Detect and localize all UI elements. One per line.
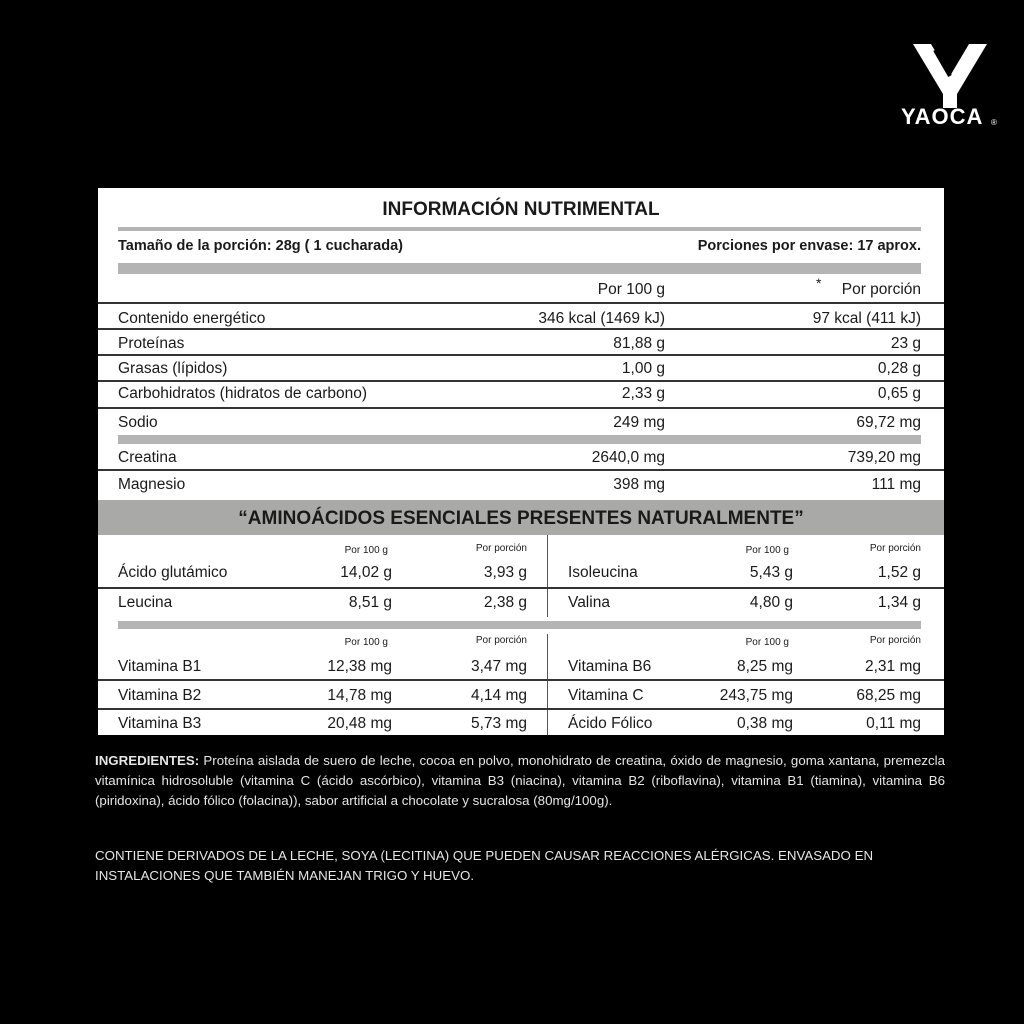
column-divider [547, 535, 548, 617]
sub-header-perserving: Por porción [475, 635, 527, 646]
perserving-value: 2,31 mg [864, 658, 921, 675]
item-name: Vitamina B6 [568, 658, 652, 675]
nutrient-name: Proteínas [118, 335, 185, 352]
per100-value: 81,88 g [613, 335, 665, 352]
perserving-value: 2,38 g [483, 594, 527, 611]
per100-value: 8,25 mg [736, 658, 793, 675]
divider-bar [118, 435, 921, 444]
row-divider [98, 708, 944, 710]
per100-value: 249 mg [613, 414, 665, 431]
item-name: Ácido glutámico [118, 564, 228, 581]
item-name: Ácido Fólico [568, 715, 653, 732]
column-divider [547, 634, 548, 735]
perserving-value: 1,34 g [877, 594, 921, 611]
nutrient-name: Magnesio [118, 476, 186, 493]
sub-header-per100: Por 100 g [745, 637, 789, 648]
per100-value: 4,80 g [749, 594, 793, 611]
row-divider [98, 302, 944, 304]
per100-value: 20,48 mg [327, 715, 392, 732]
perserving-value: 1,52 g [877, 564, 921, 581]
divider-bar [118, 263, 921, 274]
per100-value: 243,75 mg [719, 687, 793, 704]
col-header-per100: Por 100 g [597, 281, 665, 298]
row-divider [98, 469, 944, 471]
nutrient-name: Contenido energético [118, 310, 266, 327]
ingredients-text: Proteína aislada de suero de leche, coco… [95, 753, 945, 808]
sub-header-per100: Por 100 g [344, 545, 388, 556]
serving-size: Tamaño de la porción: 28g ( 1 cucharada) [118, 238, 403, 254]
per100-value: 12,38 mg [327, 658, 392, 675]
row-divider [98, 407, 944, 409]
perserving-value: 0,65 g [877, 385, 921, 402]
item-name: Vitamina C [568, 687, 644, 704]
nutrient-name: Carbohidratos (hidratos de carbono) [118, 385, 367, 402]
row-divider [98, 587, 944, 589]
ingredients: INGREDIENTES: Proteína aislada de suero … [95, 751, 945, 811]
sub-header-perserving: Por porción [869, 543, 921, 554]
perserving-value: 0,28 g [877, 360, 921, 377]
perserving-value: 3,93 g [483, 564, 527, 581]
per100-value: 1,00 g [621, 360, 665, 377]
row-divider [98, 328, 944, 330]
allergen-warning: CONTIENE DERIVADOS DE LA LECHE, SOYA (LE… [95, 848, 874, 883]
item-name: Vitamina B1 [118, 658, 202, 675]
logo-text: YAOCA [901, 104, 984, 129]
nutrient-name: Grasas (lípidos) [118, 360, 228, 377]
perserving-value: 69,72 mg [856, 414, 921, 431]
per100-value: 14,78 mg [327, 687, 392, 704]
row-divider [98, 354, 944, 356]
per100-value: 14,02 g [340, 564, 392, 581]
divider-bar [118, 227, 921, 231]
col-header-perserving: Por porción [841, 281, 921, 298]
perserving-value: 739,20 mg [847, 449, 921, 466]
ingredients-heading: INGREDIENTES: [95, 753, 200, 768]
divider-bar [118, 621, 921, 629]
row-divider [98, 380, 944, 382]
per100-value: 2640,0 mg [591, 449, 665, 466]
perserving-value: 23 g [890, 335, 921, 352]
amino-header-band [98, 500, 944, 535]
sub-header-perserving: Por porción [869, 635, 921, 646]
asterisk: * [816, 275, 822, 291]
perserving-value: 68,25 mg [856, 687, 921, 704]
table-title: INFORMACIÓN NUTRIMENTAL [382, 199, 660, 220]
perserving-value: 5,73 mg [470, 715, 527, 732]
amino-title: “AMINOÁCIDOS ESENCIALES PRESENTES NATURA… [238, 508, 804, 529]
perserving-value: 111 mg [871, 476, 921, 493]
perserving-value: 0,11 mg [866, 715, 921, 732]
item-name: Vitamina B3 [118, 715, 202, 732]
item-name: Leucina [118, 594, 173, 611]
servings-per-container: Porciones por envase: 17 aprox. [697, 238, 921, 254]
nutrient-name: Creatina [118, 449, 177, 466]
per100-value: 346 kcal (1469 kJ) [538, 310, 665, 327]
item-name: Vitamina B2 [118, 687, 202, 704]
row-divider [98, 679, 944, 681]
per100-value: 0,38 mg [736, 715, 793, 732]
nutrient-name: Sodio [118, 414, 158, 431]
sub-header-perserving: Por porción [475, 543, 527, 554]
item-name: Isoleucina [568, 564, 638, 581]
per100-value: 2,33 g [621, 385, 665, 402]
perserving-value: 97 kcal (411 kJ) [812, 310, 921, 327]
brand-logo: YAOCA ® [895, 36, 1005, 131]
sub-header-per100: Por 100 g [745, 545, 789, 556]
per100-value: 8,51 g [348, 594, 392, 611]
perserving-value: 3,47 mg [470, 658, 527, 675]
yaoca-y-icon [913, 44, 987, 108]
per100-value: 5,43 g [749, 564, 793, 581]
item-name: Valina [568, 594, 610, 611]
registered-mark: ® [991, 118, 997, 127]
sub-header-per100: Por 100 g [344, 637, 388, 648]
per100-value: 398 mg [613, 476, 665, 493]
perserving-value: 4,14 mg [470, 687, 527, 704]
nutrition-table: INFORMACIÓN NUTRIMENTAL Tamaño de la por… [98, 188, 944, 735]
